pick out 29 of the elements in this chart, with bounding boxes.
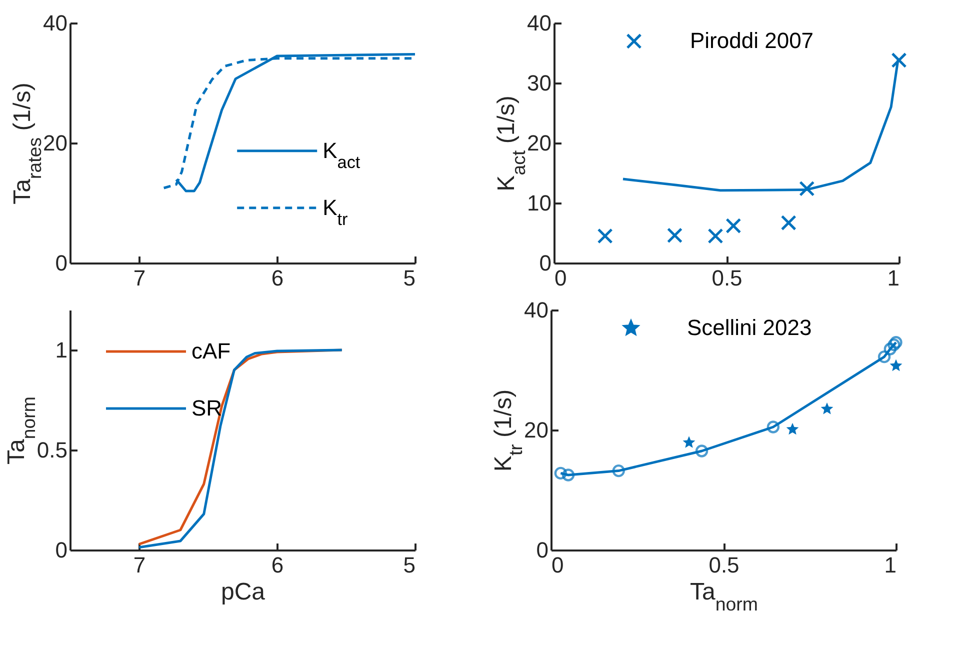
y-tick-label: 40 (524, 298, 548, 322)
x-tick-label: 6 (271, 552, 284, 578)
x-tick-label: 0.5 (712, 266, 742, 290)
legend-label: SR (192, 396, 222, 420)
x-tick-label: 1 (884, 552, 896, 578)
x-tick-label: 7 (133, 266, 146, 290)
y-tick-label: 10 (527, 190, 552, 216)
y-tick-label: 40 (527, 10, 552, 36)
y-tick-label: 1 (55, 338, 68, 362)
x-tick-label: 0.5 (708, 552, 740, 578)
legend-label: K$_{tr}$ (322, 194, 348, 229)
y-tick-label: 20 (43, 130, 68, 156)
y-tick-label: 20 (524, 418, 548, 442)
legend-label: K$_{act}$ (322, 138, 360, 172)
x-tick-label: 5 (403, 266, 416, 290)
y-tick-label: 40 (43, 10, 68, 36)
x-tick-label: 5 (403, 552, 416, 578)
legend-label: cAF (192, 338, 231, 364)
y-tick-label: 20 (527, 130, 552, 156)
x-axis-title: pCa (220, 578, 266, 606)
x-tick-label: 6 (271, 266, 284, 290)
legend-label: Scellini 2023 (687, 315, 812, 340)
x-axis-title: Ta$_{norm}$ (690, 578, 758, 614)
x-tick-label: 1 (887, 266, 900, 290)
y-tick-label: 0.5 (36, 438, 68, 462)
x-tick-label: 7 (133, 552, 146, 578)
x-tick-label: 0 (554, 266, 567, 290)
y-tick-label: 30 (527, 70, 552, 96)
legend-label: Piroddi 2007 (690, 28, 814, 54)
